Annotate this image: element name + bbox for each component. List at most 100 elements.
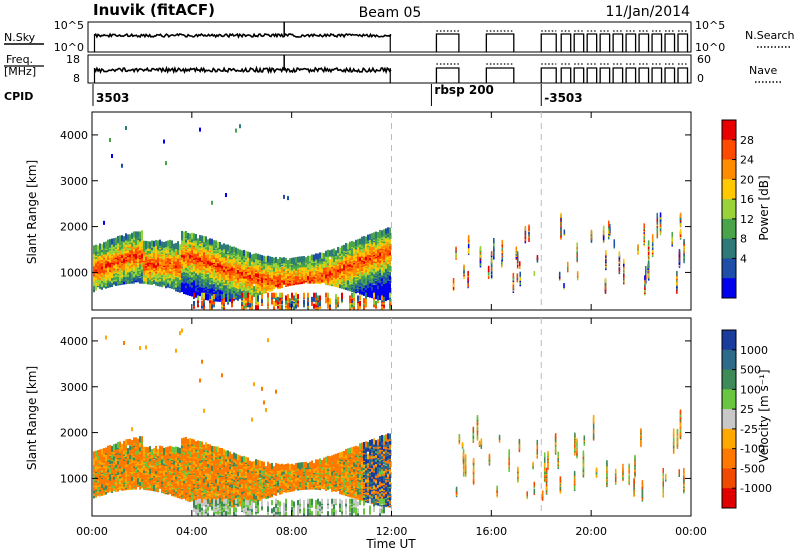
scatter-cell: [517, 251, 519, 256]
scatter-cell: [103, 242, 105, 248]
scatter-cell: [201, 293, 203, 298]
scatter-cell: [341, 293, 343, 298]
scatter-cell: [201, 301, 203, 306]
scatter-cell: [211, 201, 213, 205]
scatter-cell: [235, 129, 237, 133]
cpid-label: CPID: [4, 90, 33, 103]
y-tick-label: 3000: [60, 175, 88, 188]
scatter-cell: [381, 295, 383, 300]
scatter-cell: [207, 239, 209, 245]
scatter-cell: [101, 244, 103, 250]
scatter-cell: [329, 250, 331, 256]
scatter-cell: [239, 283, 241, 289]
scatter-cell: [213, 284, 215, 290]
scatter-cell: [355, 267, 357, 273]
scatter-cell: [231, 247, 233, 253]
scatter-cell: [269, 256, 271, 262]
scatter-cell: [283, 257, 285, 263]
scatter-cell: [279, 305, 281, 310]
scatter-cell: [243, 250, 245, 256]
scatter-cell: [313, 304, 315, 309]
scatter-cell: [319, 252, 321, 258]
scatter-cell: [303, 300, 305, 305]
scatter-cell: [207, 253, 209, 259]
scatter-cell: [99, 479, 101, 485]
scatter-cell: [221, 294, 223, 299]
scatter-cell: [251, 254, 253, 260]
scatter-cell: [251, 295, 253, 300]
freq-block: [486, 68, 513, 83]
scatter-cell: [115, 238, 117, 244]
nave-tick-bottom: 0: [697, 72, 704, 85]
scatter-cell: [237, 254, 239, 260]
scatter-cell: [109, 138, 111, 142]
scatter-cell: [287, 196, 289, 200]
scatter-cell: [143, 241, 145, 247]
nave-tick-top: 60: [697, 53, 711, 66]
scatter-cell: [502, 240, 504, 245]
scatter-cell: [181, 282, 183, 288]
nsky-block: [600, 34, 609, 52]
nsky-block: [678, 34, 687, 52]
scatter-cell: [381, 230, 383, 236]
nsky-block: [626, 34, 635, 52]
scatter-cell: [560, 213, 562, 218]
scatter-cell: [389, 228, 391, 234]
freq-tick-top: 18: [66, 53, 80, 66]
scatter-cell: [113, 238, 115, 244]
scatter-cell: [680, 229, 682, 234]
y-tick-label: 2000: [60, 221, 88, 234]
scatter-cell: [301, 256, 303, 262]
velocity-heatmap: [93, 328, 685, 516]
scatter-cell: [480, 246, 482, 251]
scatter-cell: [233, 293, 235, 298]
scatter-cell: [657, 213, 659, 218]
scatter-cell: [567, 262, 569, 267]
scatter-cell: [201, 278, 203, 284]
scatter-cell: [343, 245, 345, 251]
scatter-cell: [349, 295, 351, 300]
scatter-cell: [139, 231, 141, 237]
freq-block: [652, 68, 661, 83]
scatter-cell: [323, 267, 325, 273]
scatter-cell: [357, 256, 359, 262]
scatter-cell: [205, 236, 207, 242]
scatter-cell: [123, 236, 125, 242]
scatter-cell: [285, 295, 287, 300]
freq-block: [561, 68, 570, 83]
scatter-cell: [377, 232, 379, 238]
y-tick-label: 1000: [60, 266, 88, 279]
nsky-block: [665, 34, 674, 52]
scatter-cell: [163, 242, 165, 248]
scatter-cell: [367, 235, 369, 241]
scatter-cell: [285, 258, 287, 264]
scatter-cell: [281, 267, 283, 273]
scatter-cell: [161, 241, 163, 247]
freq-block: [587, 68, 596, 83]
scatter-cell: [191, 233, 193, 239]
scatter-cell: [660, 212, 662, 217]
scatter-cell: [231, 298, 233, 303]
nsearch-label: N.Search: [745, 29, 795, 42]
scatter-cell: [195, 234, 197, 240]
scatter-cell: [359, 295, 361, 300]
scatter-cell: [297, 294, 299, 299]
scatter-cell: [185, 231, 187, 237]
scatter-cell: [339, 248, 341, 254]
scatter-cell: [277, 259, 279, 265]
scatter-cell: [233, 247, 235, 253]
scatter-cell: [235, 273, 237, 279]
scatter-cell: [519, 272, 521, 277]
scatter-cell: [111, 239, 113, 245]
scatter-cell: [129, 234, 131, 240]
scatter-cell: [281, 305, 283, 310]
scatter-cell: [171, 240, 173, 246]
nsky-block: [652, 34, 661, 52]
scatter-cell: [375, 301, 377, 306]
scatter-cell: [99, 243, 101, 249]
scatter-cell: [111, 244, 113, 250]
scatter-cell: [345, 267, 347, 273]
scatter-cell: [289, 258, 291, 264]
scatter-cell: [371, 233, 373, 239]
